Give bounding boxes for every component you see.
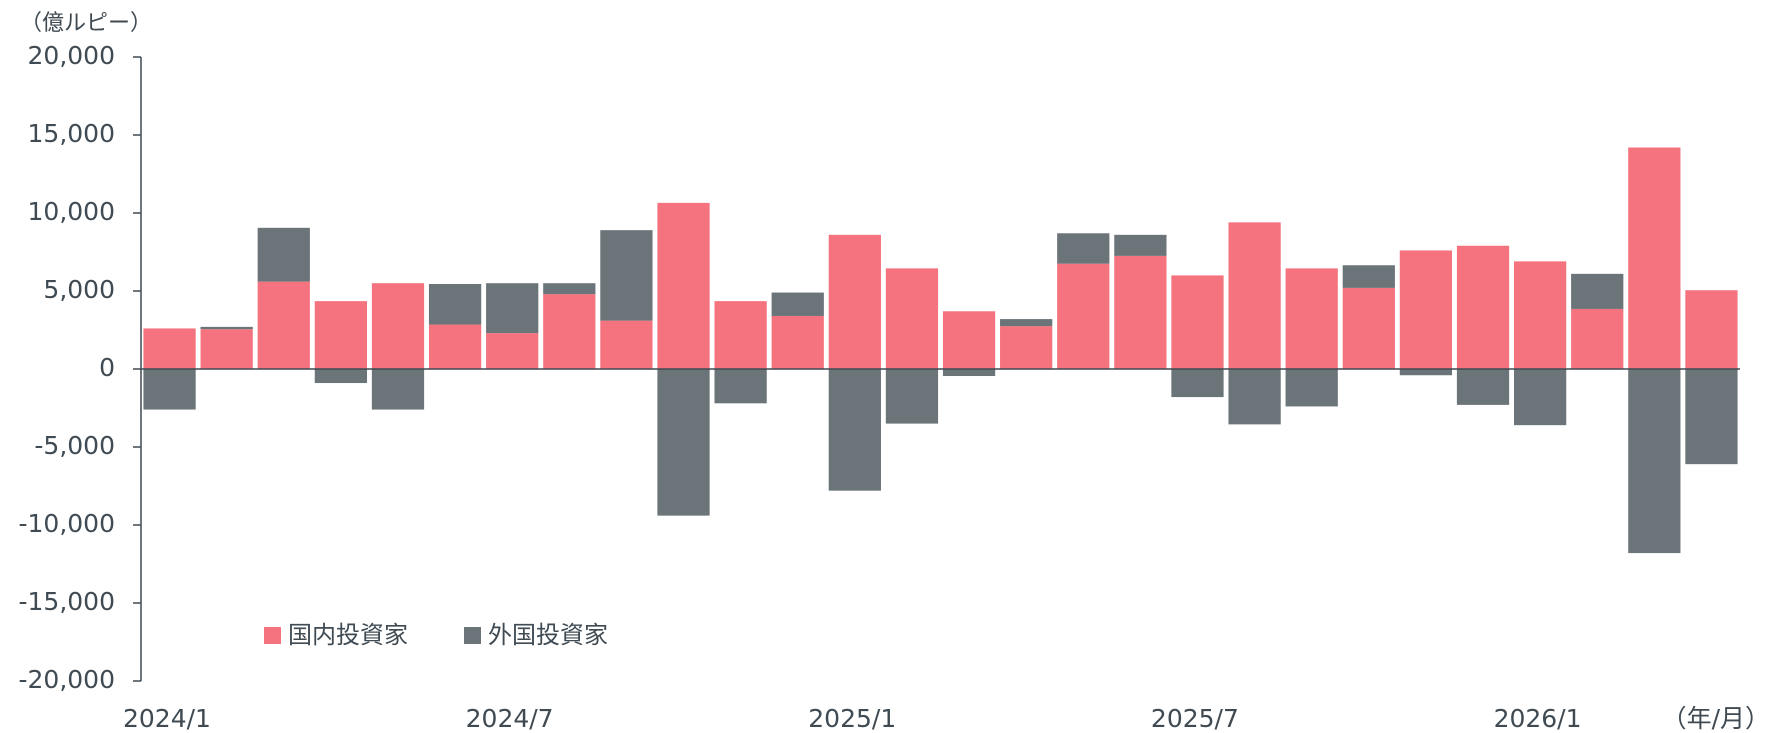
y-tick-label: -10,000 xyxy=(19,509,116,538)
bar xyxy=(1114,234,1167,256)
bar xyxy=(828,369,881,491)
bar xyxy=(657,202,710,369)
bar xyxy=(543,283,596,295)
bar xyxy=(1571,273,1624,309)
bar xyxy=(885,268,939,369)
bar xyxy=(428,324,482,369)
bar xyxy=(714,369,767,404)
bar xyxy=(1342,287,1395,369)
bar xyxy=(314,301,368,369)
bar xyxy=(1000,326,1053,369)
bar xyxy=(600,230,653,321)
y-tick-label: 0 xyxy=(99,353,115,382)
bar xyxy=(1628,369,1681,554)
bar xyxy=(1228,222,1281,369)
x-tick-label: 2025/7 xyxy=(1151,704,1239,733)
legend-label: 外国投資家 xyxy=(488,621,608,649)
bar xyxy=(371,283,425,369)
bar xyxy=(486,283,539,334)
bar xyxy=(428,283,482,325)
bar xyxy=(543,294,596,369)
y-tick-label: -15,000 xyxy=(19,587,116,616)
bar xyxy=(1171,275,1224,369)
y-unit: （億ルピー） xyxy=(20,11,152,36)
bar xyxy=(828,234,881,369)
y-tick-label: 20,000 xyxy=(28,41,115,70)
bar xyxy=(600,320,653,369)
y-tick-label: 10,000 xyxy=(28,197,115,226)
bar xyxy=(257,227,310,282)
legend-swatch xyxy=(464,627,481,644)
bar xyxy=(942,311,996,369)
bar xyxy=(1399,369,1453,376)
bar xyxy=(1114,255,1167,369)
bar xyxy=(1571,308,1624,369)
x-tick-label: 2024/1 xyxy=(123,704,211,733)
bar xyxy=(771,315,824,369)
bar xyxy=(1513,369,1567,426)
bar xyxy=(371,369,425,410)
x-unit: （年/月） xyxy=(1662,704,1770,733)
bar xyxy=(1228,369,1281,425)
bar xyxy=(1057,263,1110,369)
bar xyxy=(771,292,824,316)
y-tick-label: -20,000 xyxy=(19,665,116,694)
bar xyxy=(657,369,710,516)
bar xyxy=(314,369,368,384)
bar xyxy=(1399,250,1453,369)
bar xyxy=(942,369,996,377)
bar xyxy=(1456,369,1510,405)
bar xyxy=(200,329,253,369)
legend-label: 国内投資家 xyxy=(288,621,408,649)
bar xyxy=(1285,369,1338,407)
bar xyxy=(714,301,767,369)
x-tick-label: 2025/1 xyxy=(808,704,896,733)
bar xyxy=(1285,268,1338,369)
bar xyxy=(1513,261,1567,369)
legend-swatch xyxy=(264,627,281,644)
bar xyxy=(1342,265,1395,288)
x-tick-label: 2026/1 xyxy=(1494,704,1582,733)
x-tick-label: 2024/7 xyxy=(466,704,554,733)
bar xyxy=(143,328,196,369)
bar xyxy=(1456,245,1510,369)
bar xyxy=(143,369,196,410)
bar xyxy=(1685,369,1738,465)
bar xyxy=(1628,147,1681,369)
bar xyxy=(486,333,539,369)
bar xyxy=(1171,369,1224,398)
y-tick-label: -5,000 xyxy=(34,431,115,460)
bar xyxy=(1685,290,1738,369)
bar xyxy=(200,326,253,330)
bar xyxy=(1000,319,1053,327)
bar xyxy=(257,281,310,369)
bar xyxy=(885,369,939,424)
y-tick-label: 15,000 xyxy=(28,119,115,148)
bar xyxy=(1057,233,1110,264)
y-tick-label: 5,000 xyxy=(43,275,115,304)
